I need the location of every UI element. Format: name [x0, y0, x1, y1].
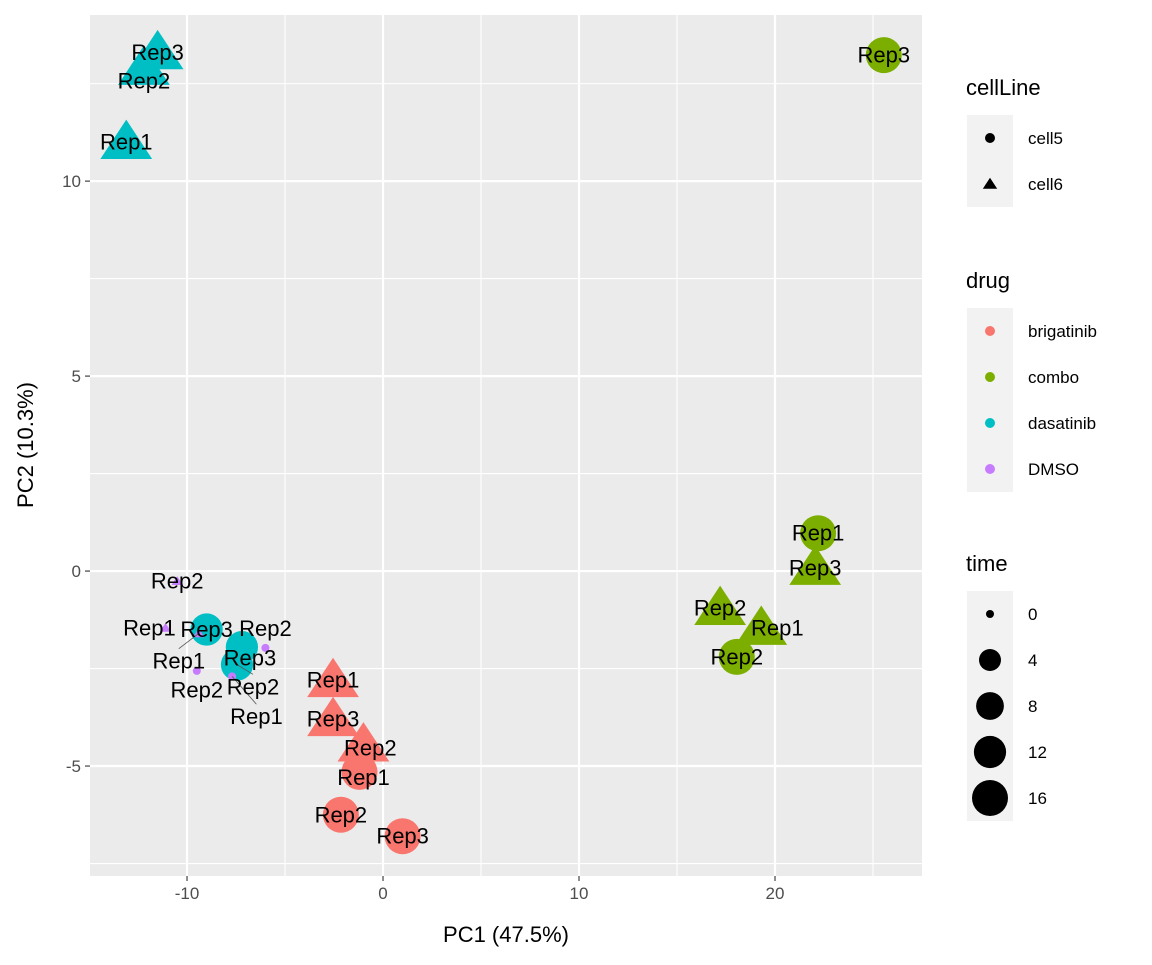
point-label: Rep3 — [307, 707, 360, 732]
data-point — [171, 576, 183, 585]
data-point — [118, 45, 170, 85]
point-label: Rep2 — [171, 678, 224, 703]
legend-color-key — [985, 418, 995, 428]
point-label: Rep1 — [152, 649, 205, 674]
point-label: Rep2 — [710, 644, 763, 669]
point-label: Rep3 — [857, 43, 910, 68]
legend-color-key — [985, 464, 995, 474]
data-point — [261, 643, 270, 652]
data-point — [190, 613, 223, 646]
point-label: Rep1 — [751, 615, 804, 640]
legend-size-key — [986, 610, 994, 618]
legend-label: 4 — [1028, 651, 1037, 670]
legend: cellLine cell5 cell6 drug brigatinib combo das… — [966, 75, 1097, 821]
data-point — [341, 753, 378, 790]
legend-label: 8 — [1028, 697, 1037, 716]
data-point — [100, 119, 153, 159]
label-leader-line — [178, 633, 200, 649]
y-tick-label: 0 — [72, 562, 81, 581]
data-point — [193, 628, 205, 638]
x-axis-label: PC1 (47.5%) — [443, 922, 569, 947]
y-tick-label: 5 — [72, 367, 81, 386]
x-tick-label: 0 — [378, 884, 387, 903]
label-leader-line — [231, 676, 257, 705]
data-point — [192, 666, 201, 675]
data-point — [718, 638, 755, 675]
point-label: Rep2 — [118, 68, 171, 93]
point-label: Rep2 — [344, 735, 397, 760]
axes: -10 0 10 20 -5 0 5 10 — [62, 172, 784, 903]
point-label: Rep1 — [337, 765, 390, 790]
point-label: Rep3 — [224, 646, 277, 671]
point-label: Rep2 — [315, 802, 368, 827]
point-label: Rep1 — [100, 130, 153, 155]
data-point — [322, 796, 359, 833]
point-label: Rep1 — [123, 615, 176, 640]
point-label: Rep2 — [227, 674, 280, 699]
data-point — [384, 818, 421, 855]
y-tick-label: 10 — [62, 172, 81, 191]
legend-key-background — [967, 115, 1013, 207]
legend-size-key — [972, 780, 1008, 816]
legend-label: brigatinib — [1028, 322, 1097, 341]
legend-label: dasatinib — [1028, 414, 1096, 433]
data-point — [735, 605, 788, 645]
point-label: Rep1 — [792, 521, 845, 546]
legend-shape-key — [982, 177, 998, 189]
data-point — [789, 545, 842, 585]
points — [100, 29, 902, 855]
legend-label: 12 — [1028, 743, 1047, 762]
point-labels: Rep3Rep2Rep1Rep3Rep3Rep2Rep2Rep1Rep1Rep2… — [100, 40, 910, 849]
label-leader-line — [236, 664, 254, 675]
legend-label: DMSO — [1028, 460, 1079, 479]
y-axis-label: PC2 (10.3%) — [13, 382, 38, 508]
legend-size-key — [979, 649, 1001, 671]
legend-title: time — [966, 551, 1008, 576]
point-label: Rep3 — [376, 824, 429, 849]
legend-title: cellLine — [966, 75, 1041, 100]
legend-size-key — [976, 692, 1004, 720]
y-tick-label: -5 — [66, 757, 81, 776]
data-point — [307, 696, 359, 737]
point-label: Rep3 — [180, 617, 233, 642]
legend-label: cell5 — [1028, 129, 1063, 148]
data-point — [865, 37, 902, 74]
x-tick-label: 10 — [570, 884, 589, 903]
data-point — [337, 722, 390, 762]
legend-label: 0 — [1028, 605, 1037, 624]
point-label: Rep2 — [151, 569, 204, 594]
legend-color-key — [985, 372, 995, 382]
point-label: Rep2 — [239, 616, 292, 641]
data-point — [159, 622, 172, 632]
legend-label: cell6 — [1028, 175, 1063, 194]
legend-key-background — [967, 308, 1013, 492]
data-point — [800, 515, 837, 552]
point-label: Rep1 — [307, 668, 360, 693]
point-label: Rep3 — [789, 555, 842, 580]
legend-label: 16 — [1028, 789, 1047, 808]
point-label: Rep1 — [230, 704, 283, 729]
point-label: Rep2 — [694, 596, 747, 621]
plot-panel — [90, 15, 922, 876]
data-point — [307, 657, 359, 698]
point-label: Rep3 — [131, 40, 184, 65]
legend-title: drug — [966, 268, 1010, 293]
label-leader-lines — [178, 633, 257, 705]
data-point — [694, 585, 746, 625]
x-tick-label: -10 — [175, 884, 200, 903]
legend-color-key — [985, 326, 995, 336]
legend-shape-key — [985, 133, 995, 143]
legend-label: combo — [1028, 368, 1079, 387]
legend-size-key — [973, 735, 1007, 769]
x-tick-label: 20 — [766, 884, 785, 903]
